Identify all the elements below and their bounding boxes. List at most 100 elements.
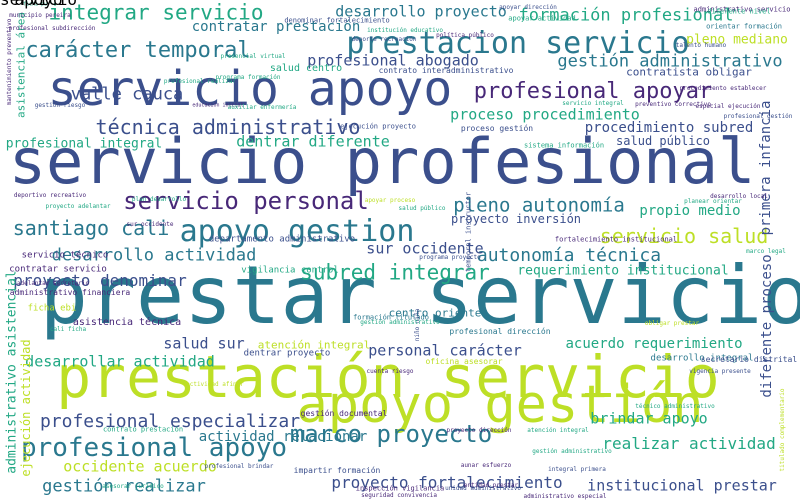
word: pleno autonomía: [453, 194, 625, 217]
word: realizar actividad: [602, 434, 776, 453]
word: vigencia presente: [689, 368, 751, 375]
word: técnica administrativo: [95, 115, 361, 139]
word: ficha ebi: [27, 303, 77, 314]
word: salud sur: [163, 334, 245, 353]
word: profesional apoyo: [20, 433, 288, 463]
word: denominar fortalecimiento: [284, 16, 390, 25]
word: ejecución actividad: [19, 339, 33, 477]
word: marco proyecto: [289, 420, 493, 448]
word: programa formación: [215, 74, 281, 81]
word: técnico administrativo: [635, 403, 715, 410]
word: contratar servicio: [9, 264, 107, 275]
word: contrato interadministrativo: [378, 66, 514, 75]
word: profesional realizar: [163, 78, 237, 85]
word: desarrollo actividad: [51, 245, 257, 266]
word: salud centro: [269, 63, 343, 74]
word: profesional brindar: [204, 463, 274, 470]
word: propio medio: [639, 203, 741, 219]
word: atención integral: [257, 338, 371, 352]
word: proyecto fortalecimiento: [331, 473, 563, 492]
word: profesional apoyar: [473, 79, 713, 104]
word: cuenta riesgo: [366, 368, 414, 375]
word: proceso procedimiento: [450, 105, 640, 124]
word: secretario distrital: [700, 355, 798, 364]
word: especial ejecución: [695, 103, 761, 110]
word: deportivo recreativo: [13, 192, 87, 199]
word: municipio pereira: [9, 12, 71, 19]
word: apoyar proceso: [364, 197, 416, 204]
word: asesorar jurídico: [102, 483, 164, 490]
word: prestacion servicio: [346, 26, 690, 61]
word: requerimiento institucional: [517, 263, 729, 279]
word: dentrar diferente: [236, 132, 390, 151]
word: planear orientar: [684, 198, 742, 205]
word: proceso gestión: [460, 124, 534, 133]
word: desarrollo integral: [650, 353, 754, 364]
word: institución educativo: [367, 27, 443, 34]
word: diferente nivel: [707, 7, 771, 16]
word: proyecto inversión: [450, 212, 582, 226]
word: salud público: [616, 134, 710, 148]
word: acuerdo requerimiento: [565, 336, 743, 352]
word: servicio personal: [123, 187, 369, 215]
word: marco legal: [746, 248, 786, 255]
word: servicio profesional: [8, 125, 756, 198]
word: deporte recreación: [351, 36, 417, 43]
word: occidente acuerdo: [63, 457, 217, 476]
word: diferente proceso: [759, 254, 775, 398]
word: inspección vigilancia: [355, 484, 445, 493]
word: primera infancia: [758, 100, 774, 236]
word: desarrollar actividad: [25, 352, 215, 371]
word: auxiliar enfermería: [227, 104, 297, 111]
word: unidad administrativo: [445, 485, 521, 492]
word: integrar servicio: [48, 0, 264, 25]
word: prestar servicio: [0, 0, 77, 8]
word: impartir formación: [293, 466, 381, 475]
word: atención integral: [527, 427, 589, 434]
word: preventivo correctivo: [635, 101, 711, 108]
word: centro oriente: [388, 306, 482, 320]
word: fortalecimiento institucional: [554, 235, 678, 244]
word: servicio apoyo: [47, 61, 453, 117]
word: servicio salud: [599, 224, 769, 248]
word: gestión riesgo: [34, 102, 86, 109]
word: apoyo gestion: [179, 214, 415, 249]
word: profesional abogado: [307, 51, 479, 70]
word: gestión realizar: [42, 476, 206, 497]
word: procedimiento subred: [584, 120, 754, 136]
word: actividad afinar: [186, 381, 244, 388]
word: prestación servicio: [56, 343, 720, 411]
word: salud público: [398, 205, 446, 212]
word: prestar servicio: [39, 249, 800, 342]
word: profesional subdirección: [8, 25, 96, 32]
word: carácter temporal: [25, 38, 251, 63]
word: santiago cali: [12, 216, 170, 240]
word: proyecto denominar: [13, 271, 187, 290]
word: gestión documental: [300, 409, 388, 418]
word: subred integrar: [300, 260, 490, 285]
word: brindar apoyo: [590, 409, 708, 428]
word: programa proyecto: [419, 254, 481, 261]
word: apoyar dirección: [499, 4, 557, 11]
word: desarrollo local: [710, 193, 768, 200]
word: mantenimiento preventivo: [6, 18, 13, 106]
word: dentrar proyecto: [243, 348, 331, 359]
word: contratar prestación: [191, 19, 361, 35]
word: adelantar secretario: [16, 280, 90, 287]
word: administrativo servicio: [693, 5, 791, 14]
word: proyecto dirección: [446, 427, 512, 434]
word: plan desarrollo: [131, 196, 187, 203]
word: política público: [436, 32, 494, 39]
word: profesional integral: [5, 136, 163, 152]
word: presencial virtual: [220, 53, 286, 60]
word: proyecto adelantar: [45, 203, 111, 210]
word: prestar apoyo: [0, 0, 63, 8]
word: cali ficha: [49, 326, 87, 333]
word: formación titulado: [353, 313, 429, 322]
word: formación profesional: [518, 5, 734, 26]
word: vigilancia control: [241, 265, 339, 276]
word: personal carácter: [368, 341, 522, 360]
word: aunar esfuerzo: [460, 462, 512, 469]
word: sur occidente: [126, 221, 174, 228]
word: asistencia técnica: [72, 317, 182, 328]
